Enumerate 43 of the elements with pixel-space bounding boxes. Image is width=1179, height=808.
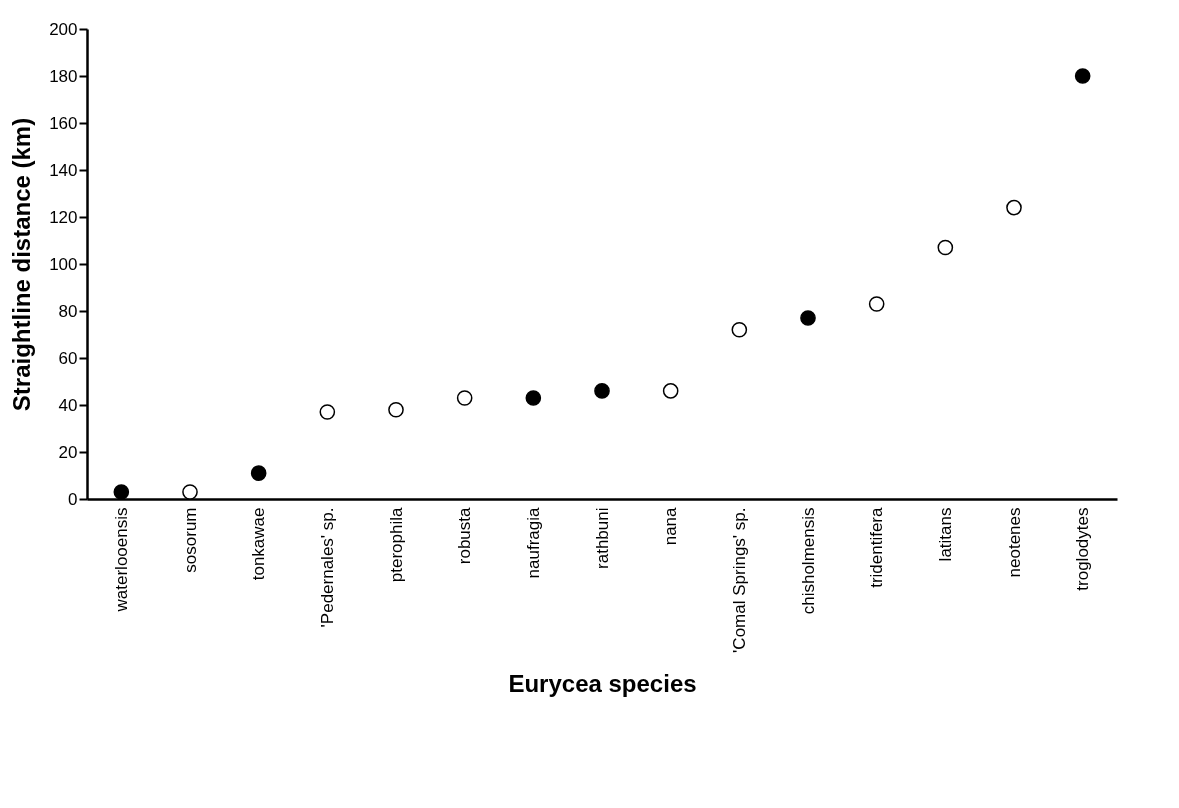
point: [456, 390, 473, 406]
point: [388, 401, 404, 418]
y-tick-label: 100: [49, 254, 78, 274]
y-tick-label: 200: [49, 19, 78, 39]
point: [1006, 199, 1022, 216]
x-tick-label: rathbuni: [592, 507, 612, 569]
point: [868, 296, 885, 312]
y-tick-label: 0: [68, 489, 78, 509]
x-tick-label: tridentifera: [867, 506, 887, 588]
y-tick-label: 40: [58, 395, 78, 415]
point: [937, 239, 954, 256]
point: [731, 321, 748, 338]
x-tick-label: waterlooensis: [111, 507, 131, 613]
point: [800, 310, 816, 326]
y-axis-title: Straightline distance (km): [8, 117, 36, 412]
x-tick-label: robusta: [455, 506, 475, 565]
point: [250, 465, 267, 481]
x-axis-title: Eurycea species: [508, 669, 697, 697]
point: [594, 383, 610, 399]
x-tick-label: sosorum: [180, 507, 200, 573]
point: [525, 390, 542, 406]
y-tick-label: 60: [58, 348, 78, 368]
y-tick-label: 80: [58, 301, 78, 321]
x-tick-label: 'Comal Springs' sp.: [729, 507, 749, 653]
x-tick-label: 'Pedernales' sp.: [317, 507, 337, 628]
point: [1074, 68, 1091, 84]
x-tick-label: chisholmensis: [798, 507, 818, 615]
x-tick-label: neotenes: [1004, 507, 1024, 578]
x-tick-label: pterophila: [386, 506, 406, 583]
y-tick-label: 20: [58, 442, 78, 462]
point: [182, 484, 198, 500]
y-tick-label: 160: [49, 113, 78, 133]
y-tick-label: 140: [49, 160, 78, 180]
x-tick-label: naufragia: [523, 506, 543, 579]
x-tick-label: nana: [661, 506, 681, 546]
point: [113, 484, 130, 500]
point: [662, 383, 679, 399]
x-tick-label: tonkawae: [249, 507, 269, 581]
point: [319, 404, 336, 420]
y-tick-label: 180: [49, 66, 78, 86]
x-tick-label: latitans: [935, 507, 955, 562]
y-tick-label: 120: [49, 207, 78, 227]
x-tick-label: troglodytes: [1073, 507, 1093, 591]
